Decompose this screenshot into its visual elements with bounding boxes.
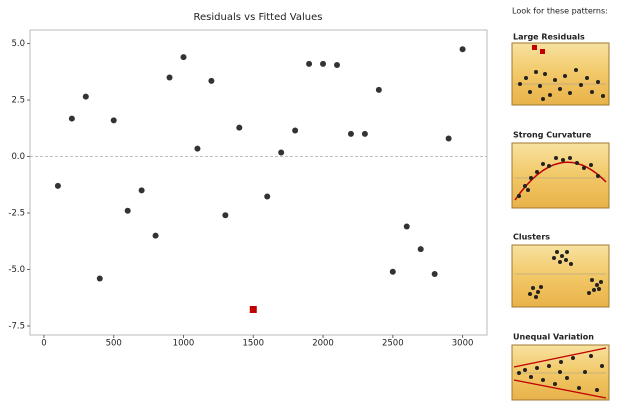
point (403, 223, 410, 230)
y-tick-label: 2.5 (11, 96, 25, 106)
point (180, 54, 187, 61)
point (417, 246, 424, 253)
x-tick-label: 1000 (173, 339, 195, 349)
point (82, 93, 89, 100)
point (208, 77, 215, 84)
y-tick-label: -7.5 (8, 321, 25, 331)
chart-title: Residuals vs Fitted Values (194, 12, 323, 23)
point (431, 271, 438, 277)
x-tick-label: 500 (106, 339, 122, 349)
highlighted-point (249, 305, 257, 313)
point (347, 130, 354, 137)
thumb-strong-curvature (511, 142, 610, 209)
point (54, 182, 61, 189)
point (389, 268, 396, 275)
x-tick-label: 0 (41, 339, 46, 349)
point (194, 145, 201, 152)
thumb-clusters (511, 244, 610, 308)
point (292, 127, 299, 134)
pattern-label: Clusters (513, 233, 550, 242)
x-tick-label: 2000 (312, 339, 334, 349)
thumb-large-residuals (511, 42, 610, 106)
point (333, 62, 340, 69)
point (320, 60, 327, 67)
sidebar-heading: Look for these patterns: (512, 7, 608, 16)
point (459, 46, 466, 53)
point (152, 232, 159, 239)
pattern-label: Large Residuals (513, 33, 585, 42)
point (278, 149, 285, 156)
point (138, 187, 145, 194)
thumb-unequal-variation (511, 344, 610, 401)
pattern-label: Unequal Variation (513, 333, 594, 342)
point (445, 135, 452, 142)
y-tick-label: 0.0 (11, 152, 25, 162)
point (361, 130, 368, 137)
point (96, 275, 103, 282)
y-tick-label: 5.0 (11, 39, 25, 49)
point (124, 207, 131, 214)
sidebar: Look for these patterns: Large Residuals… (511, 7, 610, 401)
x-tick-label: 3000 (452, 339, 474, 349)
y-tick-label: -2.5 (8, 209, 25, 219)
y-tick-label: -5.0 (8, 265, 25, 275)
plot-area: 5.0 2.5 0.0 -2.5 -5.0 -7.5 0 500 1000 1500 2000 250… (8, 39, 487, 349)
x-tick-label: 2500 (382, 339, 404, 349)
point (264, 193, 271, 200)
point (306, 60, 313, 67)
point (68, 115, 75, 122)
plot-frame (29, 29, 488, 336)
point (166, 74, 173, 81)
x-tick-label: 1500 (242, 339, 264, 349)
point (375, 86, 382, 93)
point (222, 212, 229, 219)
point (236, 124, 243, 131)
point (110, 117, 117, 124)
pattern-label: Strong Curvature (513, 131, 592, 140)
